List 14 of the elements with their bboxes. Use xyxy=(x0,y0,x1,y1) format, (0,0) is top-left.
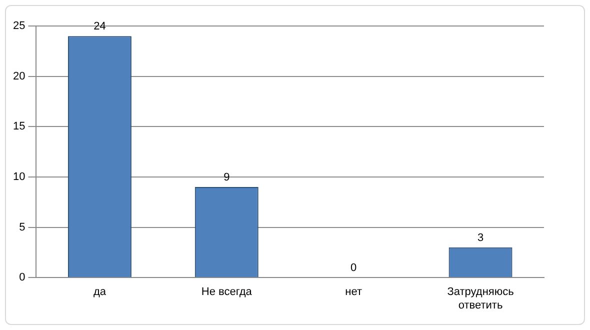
x-tick-label: нет xyxy=(345,286,362,298)
x-tick-label: да xyxy=(93,286,107,298)
y-tick-label: 10 xyxy=(12,170,26,183)
x-tick-label: Затрудняюсь ответить xyxy=(447,286,514,312)
x-tick-label: Не всегда xyxy=(201,286,253,298)
y-tick-label: 25 xyxy=(12,20,26,32)
data-label: 0 xyxy=(350,262,357,274)
y-tick-label: 0 xyxy=(19,272,26,284)
data-label: 9 xyxy=(224,172,230,184)
y-tick-label: 20 xyxy=(12,70,26,82)
data-label: 24 xyxy=(94,20,106,33)
y-tick-label: 15 xyxy=(12,120,26,133)
y-tick-label: 5 xyxy=(19,221,26,234)
data-label: 3 xyxy=(477,232,484,244)
